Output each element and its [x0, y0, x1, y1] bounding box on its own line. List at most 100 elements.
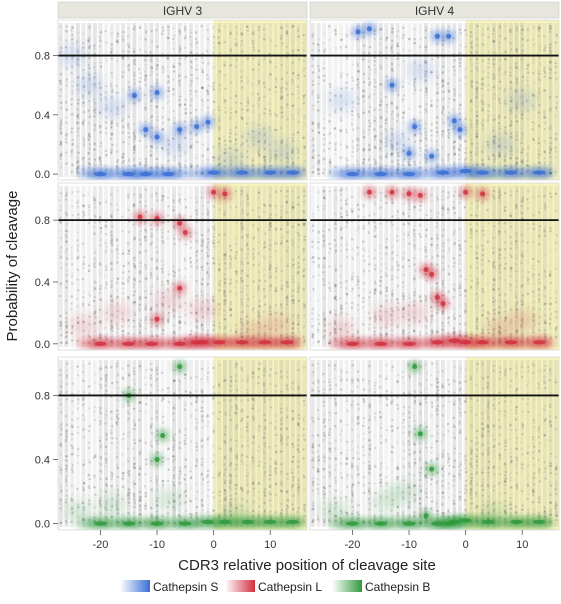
density-core	[287, 170, 299, 174]
density-core	[138, 215, 143, 220]
legend-swatch	[225, 580, 255, 592]
y-tick-label: 0.8	[35, 51, 50, 63]
density-core	[452, 118, 457, 123]
density-blob-light	[401, 303, 429, 323]
density-blob-light	[486, 134, 514, 154]
legend-label: Cathepsin S	[153, 580, 218, 594]
legend-item: Cathepsin B	[332, 580, 430, 594]
density-core	[94, 172, 106, 176]
density-core	[505, 340, 517, 344]
density-core	[424, 513, 429, 518]
density-core	[505, 170, 517, 174]
density-core	[211, 190, 216, 195]
density-core	[356, 29, 361, 34]
legend-swatch	[120, 580, 150, 592]
legend-swatch	[332, 580, 362, 592]
density-core	[480, 191, 485, 196]
legend-item: Cathepsin S	[120, 580, 218, 594]
density-core	[155, 317, 160, 322]
density-blob-light	[245, 127, 273, 147]
density-core	[236, 170, 248, 174]
density-core	[281, 340, 293, 344]
y-tick-label: 0.8	[35, 215, 50, 227]
density-core	[511, 520, 523, 524]
x-tick-label: 10	[264, 539, 276, 551]
density-core	[429, 467, 434, 472]
density-core	[457, 127, 462, 132]
density-core	[177, 127, 182, 132]
legend-item: Cathepsin L	[225, 580, 322, 594]
y-tick-label: 0.0	[35, 339, 50, 351]
density-core	[346, 521, 358, 525]
density-core	[264, 520, 276, 524]
density-core	[437, 170, 449, 174]
density-core	[367, 190, 372, 195]
legend-label: Cathepsin L	[258, 580, 322, 594]
density-core	[440, 301, 445, 306]
density-core	[446, 34, 451, 39]
density-core	[236, 340, 248, 344]
density-core	[259, 340, 271, 344]
panel-r3-c2	[310, 357, 559, 530]
density-core	[179, 521, 191, 525]
density-core	[123, 342, 135, 346]
panel-r1-c2	[310, 20, 559, 180]
density-core	[213, 340, 225, 344]
x-tick-label: -20	[92, 539, 108, 551]
y-tick-label: 0.4	[35, 277, 50, 289]
y-tick-label: 0.0	[35, 519, 50, 531]
x-tick-label: -10	[401, 539, 417, 551]
density-core	[429, 154, 434, 159]
panel-r1-c1	[58, 20, 307, 180]
density-core	[477, 170, 489, 174]
density-core	[94, 521, 106, 525]
density-core	[145, 342, 157, 346]
facet-label-1: IGHV 3	[163, 4, 203, 18]
density-blob-light	[98, 494, 126, 514]
density-core	[162, 172, 174, 176]
legend: Cathepsin S Cathepsin L Cathepsin B	[120, 580, 430, 594]
density-core	[346, 172, 358, 176]
density-core	[208, 170, 220, 174]
density-blob-light	[508, 90, 536, 110]
density-blob-light	[327, 90, 355, 110]
density-blob-light	[321, 501, 349, 521]
density-core	[533, 170, 545, 174]
density-core	[183, 230, 188, 235]
density-core	[155, 135, 160, 140]
panel-r3-c1	[58, 357, 307, 530]
density-blob-light	[64, 501, 92, 521]
density-core	[140, 172, 152, 176]
facet-label-2: IGHV 4	[415, 4, 455, 18]
density-core	[177, 221, 182, 226]
density-core	[143, 127, 148, 132]
density-core	[435, 34, 440, 39]
density-core	[287, 520, 299, 524]
x-axis-label: CDR3 relative position of cleavage site	[178, 557, 436, 574]
density-core	[219, 520, 231, 524]
density-core	[418, 431, 423, 436]
y-tick-label: 0.4	[35, 110, 50, 122]
x-tick-label: 0	[211, 539, 217, 551]
density-core	[375, 521, 387, 525]
density-core	[403, 342, 415, 346]
density-core	[264, 170, 276, 174]
density-core	[177, 286, 182, 291]
y-axis-label: Probability of cleavage	[4, 191, 21, 342]
density-blob-light	[154, 490, 182, 510]
density-core	[533, 520, 545, 524]
density-blob-light	[103, 303, 131, 323]
density-core	[222, 191, 227, 196]
density-core	[390, 83, 395, 88]
density-core	[477, 340, 489, 344]
density-core	[407, 151, 412, 156]
density-blob-light	[262, 315, 290, 335]
density-core	[375, 172, 387, 176]
x-tick-label: -20	[344, 539, 360, 551]
density-core	[123, 521, 135, 525]
density-core	[191, 340, 203, 344]
y-tick-label: 0.4	[35, 455, 50, 467]
density-blob-light	[508, 311, 536, 331]
